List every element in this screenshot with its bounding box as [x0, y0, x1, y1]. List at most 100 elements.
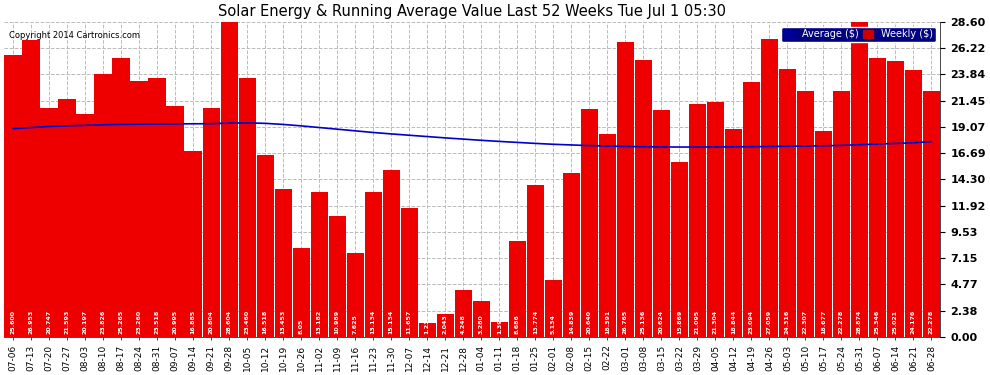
Text: 4.248: 4.248 — [460, 314, 466, 334]
Text: 13.134: 13.134 — [371, 309, 376, 334]
Bar — [58, 99, 76, 337]
Bar — [472, 301, 490, 337]
Bar — [869, 58, 886, 337]
Bar — [833, 92, 850, 337]
Bar — [815, 131, 833, 337]
Bar — [419, 323, 436, 337]
Text: 3.280: 3.280 — [479, 314, 484, 334]
Text: 15.869: 15.869 — [677, 309, 682, 334]
Text: 1.392: 1.392 — [497, 314, 502, 334]
Bar — [311, 192, 328, 337]
Text: 22.307: 22.307 — [803, 309, 808, 334]
Bar — [166, 105, 184, 337]
Bar — [689, 105, 706, 337]
Bar — [364, 192, 382, 337]
Text: 20.747: 20.747 — [47, 309, 51, 334]
Bar — [401, 209, 418, 337]
Bar — [76, 114, 94, 337]
Text: 28.604: 28.604 — [227, 309, 232, 334]
Legend: Average ($), Weekly ($): Average ($), Weekly ($) — [781, 27, 936, 42]
Text: 26.765: 26.765 — [623, 309, 628, 334]
Bar — [635, 60, 652, 337]
Bar — [742, 82, 760, 337]
Bar — [274, 189, 292, 337]
Bar — [617, 42, 635, 337]
Text: 20.804: 20.804 — [209, 310, 214, 334]
Text: 18.844: 18.844 — [731, 309, 736, 334]
Bar — [707, 102, 724, 337]
Bar — [239, 78, 256, 337]
Bar — [562, 173, 580, 337]
Bar — [509, 241, 526, 337]
Text: 8.686: 8.686 — [515, 314, 520, 334]
Bar — [527, 185, 545, 337]
Bar — [454, 290, 472, 337]
Bar — [382, 170, 400, 337]
Text: 21.593: 21.593 — [64, 309, 69, 334]
Text: 7.625: 7.625 — [352, 314, 357, 334]
Text: 21.095: 21.095 — [695, 309, 700, 334]
Bar — [437, 314, 454, 337]
Bar — [113, 58, 130, 337]
Bar — [725, 129, 742, 337]
Text: 1.236: 1.236 — [425, 314, 430, 334]
Bar — [346, 253, 364, 337]
Text: Copyright 2014 Cartronics.com: Copyright 2014 Cartronics.com — [9, 31, 140, 40]
Text: 28.874: 28.874 — [857, 309, 862, 334]
Text: 20.995: 20.995 — [172, 309, 178, 334]
Bar — [905, 70, 923, 337]
Bar — [256, 155, 274, 337]
Bar — [131, 81, 148, 337]
Text: 23.260: 23.260 — [137, 309, 142, 334]
Bar — [887, 61, 904, 337]
Text: 23.826: 23.826 — [101, 309, 106, 334]
Bar — [41, 108, 58, 337]
Bar — [184, 151, 202, 337]
Text: 26.953: 26.953 — [29, 309, 34, 334]
Text: 18.677: 18.677 — [821, 309, 826, 334]
Bar — [329, 216, 346, 337]
Text: 5.134: 5.134 — [550, 314, 555, 334]
Text: 22.278: 22.278 — [929, 309, 934, 334]
Bar — [94, 74, 112, 337]
Bar — [599, 134, 616, 337]
Bar — [292, 248, 310, 337]
Text: 20.197: 20.197 — [83, 309, 88, 334]
Bar — [652, 110, 670, 337]
Text: 23.094: 23.094 — [748, 309, 754, 334]
Text: 13.774: 13.774 — [533, 309, 538, 334]
Text: 24.316: 24.316 — [785, 309, 790, 334]
Bar — [923, 92, 940, 337]
Text: 8.05: 8.05 — [299, 318, 304, 334]
Text: 14.839: 14.839 — [569, 309, 574, 334]
Title: Solar Energy & Running Average Value Last 52 Weeks Tue Jul 1 05:30: Solar Energy & Running Average Value Las… — [219, 4, 727, 19]
Text: 25.136: 25.136 — [641, 309, 645, 334]
Text: 23.460: 23.460 — [245, 309, 249, 334]
Text: 21.304: 21.304 — [713, 309, 718, 334]
Bar — [850, 19, 868, 337]
Text: 25.021: 25.021 — [893, 309, 898, 334]
Bar — [797, 91, 814, 337]
Text: 16.518: 16.518 — [262, 309, 267, 334]
Bar — [760, 39, 778, 337]
Bar — [544, 280, 562, 337]
Text: 20.624: 20.624 — [659, 309, 664, 334]
Bar — [221, 22, 238, 337]
Text: 13.182: 13.182 — [317, 309, 322, 334]
Text: 27.059: 27.059 — [767, 309, 772, 334]
Bar — [670, 162, 688, 337]
Text: 2.043: 2.043 — [443, 314, 447, 334]
Text: 22.278: 22.278 — [839, 309, 843, 334]
Bar — [4, 55, 22, 337]
Text: 13.453: 13.453 — [281, 309, 286, 334]
Bar — [580, 110, 598, 337]
Text: 10.989: 10.989 — [335, 309, 340, 334]
Text: 11.657: 11.657 — [407, 309, 412, 334]
Bar — [491, 322, 508, 337]
Text: 24.176: 24.176 — [911, 309, 916, 334]
Text: 25.265: 25.265 — [119, 309, 124, 334]
Text: 25.600: 25.600 — [11, 310, 16, 334]
Text: 20.640: 20.640 — [587, 310, 592, 334]
Text: 15.134: 15.134 — [389, 309, 394, 334]
Bar — [23, 40, 40, 337]
